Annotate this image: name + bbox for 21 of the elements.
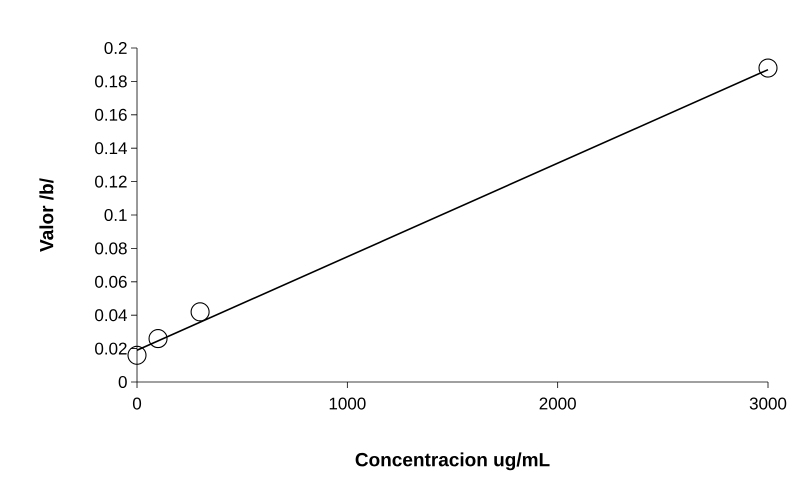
x-tick-label: 3000 (750, 398, 786, 410)
y-tick-label: 0.1 (104, 208, 127, 222)
point (758, 58, 778, 78)
y-tick-label: 0.08 (95, 242, 127, 254)
y-tick-label: 0.02 (95, 342, 127, 355)
y-tick-label: 0.06 (95, 276, 127, 288)
y-tick-label: 0.04 (95, 309, 127, 322)
point (127, 346, 147, 365)
x-tick-label: 2000 (540, 398, 576, 410)
y-tick-label: 0.2 (104, 42, 127, 54)
x-tick-label: 0 (132, 398, 142, 410)
point (190, 302, 210, 322)
y-tick-label: 0.14 (95, 142, 127, 154)
x-axis-title: Concentracion ug/mL (356, 452, 550, 470)
y-tick-label: 0 (118, 376, 127, 388)
y-tick-label: 0.16 (95, 108, 127, 121)
point (148, 329, 168, 348)
x-tick-label: 1000 (330, 398, 366, 410)
y-tick-label: 0.12 (95, 176, 127, 188)
y-tick-label: 0.18 (95, 75, 127, 88)
y-axis-title: Valor /b/ (39, 178, 54, 252)
